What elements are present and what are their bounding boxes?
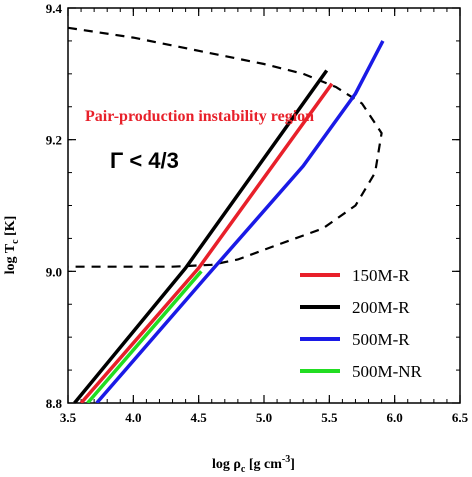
x-tick-label: 5.5 — [321, 410, 338, 425]
y-tick-labels: 8.8 9.0 9.2 9.4 — [46, 1, 63, 411]
y-tick-label: 9.0 — [46, 264, 62, 279]
y-tick-label: 9.2 — [46, 133, 62, 148]
axis-ticks — [67, 7, 461, 404]
gamma-label: Γ < 4/3 — [110, 148, 179, 173]
x-tick-label: 3.5 — [60, 410, 77, 425]
x-axis-title-sup: -3 — [282, 454, 290, 465]
x-tick-label: 5.0 — [256, 410, 272, 425]
instability-boundary — [68, 26, 383, 268]
y-tick-label: 8.8 — [46, 396, 63, 411]
y-axis-title-main: log T — [3, 243, 18, 274]
x-axis-title: log ρc [g cm-3] — [212, 454, 295, 475]
x-axis-title-sub: c — [241, 464, 246, 475]
y-tick-label: 9.4 — [46, 1, 63, 16]
x-tick-label: 6.5 — [452, 410, 469, 425]
legend-label: 150M-R — [352, 266, 410, 285]
x-axis-title-unit: [g cm — [245, 457, 282, 472]
series-line-500m-nr — [86, 270, 203, 403]
x-tick-label: 4.0 — [125, 410, 141, 425]
y-axis-title: log Tc [K] — [3, 216, 21, 275]
series-line-500m-r — [95, 40, 385, 403]
region-label: Pair-production instability region — [85, 108, 314, 125]
x-axis-title-main: log ρ — [212, 457, 241, 472]
series-line-200m-r — [73, 69, 329, 403]
x-tick-label: 4.5 — [191, 410, 208, 425]
legend: 150M-R 200M-R 500M-R 500M-NR — [300, 266, 423, 381]
x-tick-labels: 3.5 4.0 4.5 5.0 5.5 6.0 6.5 — [60, 410, 469, 425]
series-lines — [73, 40, 385, 403]
legend-label: 500M-NR — [352, 362, 423, 381]
legend-label: 200M-R — [352, 298, 410, 317]
y-axis-title-unit: [K] — [3, 216, 18, 240]
x-tick-label: 6.0 — [387, 410, 403, 425]
boundary-line — [68, 26, 383, 268]
legend-label: 500M-R — [352, 330, 410, 349]
y-axis-title-sub: c — [10, 239, 21, 244]
x-axis-title-close: ] — [290, 457, 295, 472]
series-line-150m-r — [79, 82, 334, 403]
